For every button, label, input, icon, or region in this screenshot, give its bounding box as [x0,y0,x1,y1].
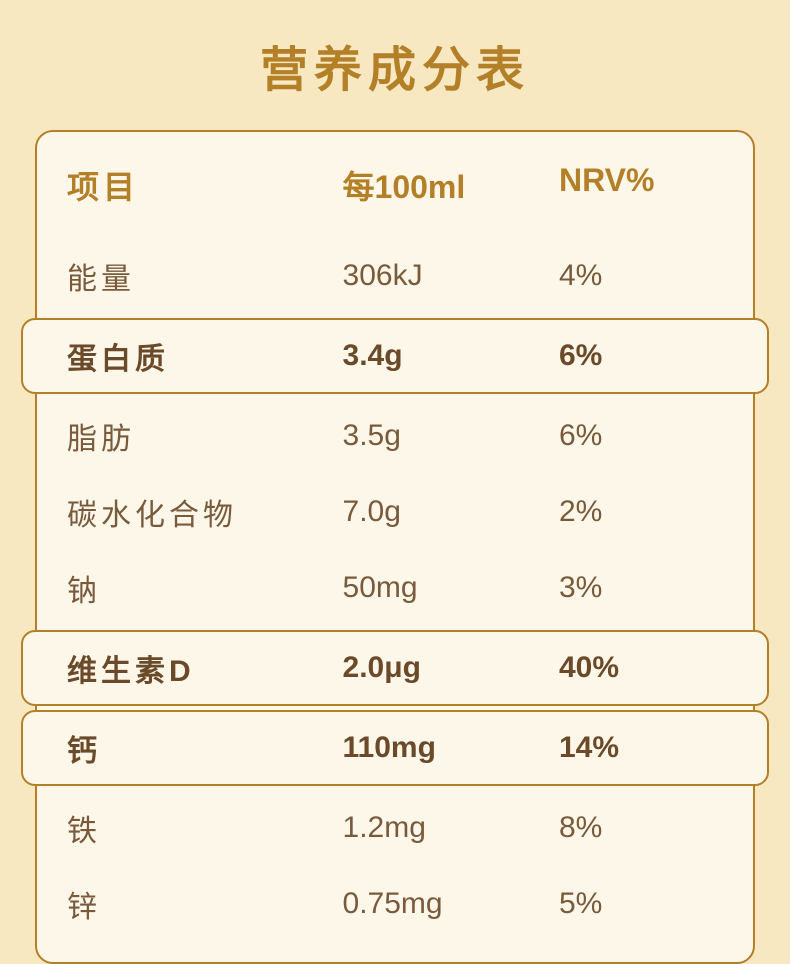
table-row: 脂肪3.5g6% [67,398,723,474]
page-title: 营养成分表 [35,30,755,100]
cell-name: 蛋白质 [67,334,343,378]
table-row: 碳水化合物7.0g2% [67,474,723,550]
cell-per100ml: 50mg [343,571,559,605]
header-per100ml: 每100ml [343,162,559,208]
cell-per100ml: 2.0μg [343,651,559,685]
cell-nrv: 3% [559,571,723,605]
table-header-row: 项目 每100ml NRV% [67,162,723,208]
cell-name: 脂肪 [67,414,343,458]
cell-name: 铁 [67,806,343,850]
table-row: 锌0.75mg5% [67,866,723,942]
cell-nrv: 8% [559,811,723,845]
cell-nrv: 5% [559,887,723,921]
cell-name: 能量 [67,254,343,298]
cell-nrv: 6% [559,419,723,453]
cell-nrv: 2% [559,495,723,529]
cell-name: 钙 [67,726,343,770]
cell-nrv: 14% [559,731,723,765]
header-item: 项目 [67,162,343,208]
cell-per100ml: 3.4g [343,339,559,373]
cell-per100ml: 0.75mg [343,887,559,921]
cell-name: 维生素D [67,646,343,690]
table-row: 钠50mg3% [67,550,723,626]
table-row: 能量306kJ4% [67,238,723,314]
cell-name: 碳水化合物 [67,490,343,534]
cell-name: 钠 [67,566,343,610]
table-row: 蛋白质3.4g6% [21,318,769,394]
header-nrv: NRV% [559,162,723,208]
cell-name: 锌 [67,882,343,926]
cell-per100ml: 306kJ [343,259,559,293]
table-inner: 项目 每100ml NRV% 能量306kJ4%蛋白质3.4g6%脂肪3.5g6… [37,132,753,962]
cell-per100ml: 110mg [343,731,559,765]
table-row: 钙110mg14% [21,710,769,786]
cell-nrv: 4% [559,259,723,293]
table-row: 铁1.2mg8% [67,790,723,866]
table-row: 维生素D2.0μg40% [21,630,769,706]
cell-nrv: 6% [559,339,723,373]
cell-per100ml: 7.0g [343,495,559,529]
table-body: 能量306kJ4%蛋白质3.4g6%脂肪3.5g6%碳水化合物7.0g2%钠50… [67,238,723,942]
nutrition-table: 项目 每100ml NRV% 能量306kJ4%蛋白质3.4g6%脂肪3.5g6… [35,130,755,964]
cell-per100ml: 1.2mg [343,811,559,845]
cell-per100ml: 3.5g [343,419,559,453]
cell-nrv: 40% [559,651,723,685]
